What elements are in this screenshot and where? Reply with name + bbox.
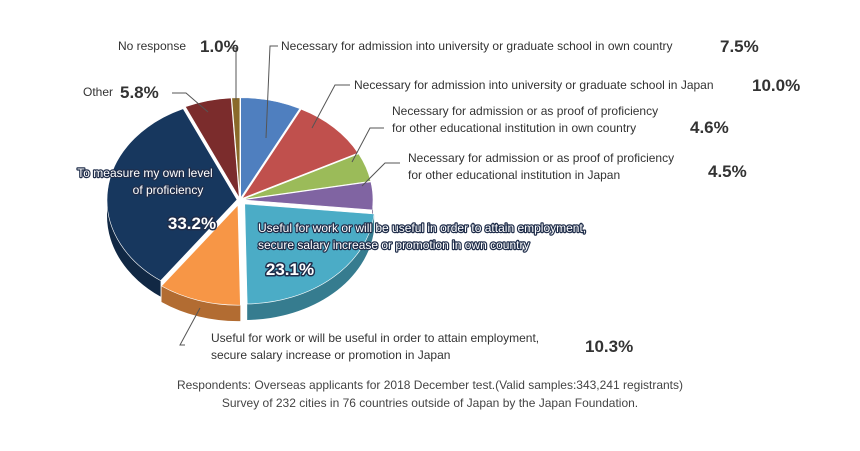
- slice-label-no-response: No response: [118, 39, 186, 53]
- slice-value-japan-employment: 10.3%: [585, 337, 633, 356]
- leader-lines: [172, 45, 400, 346]
- leader-line-japan-university: [311, 84, 350, 129]
- slice-value-other: 5.8%: [120, 83, 159, 102]
- slice-label-japan-employment-line2: secure salary increase or promotion in J…: [211, 348, 450, 362]
- pie-slice-necessary-for-admission-into-university-: [240, 97, 301, 199]
- slice-value-own-level: 33.2%: [168, 214, 216, 233]
- pie-slice-necessary-for-admission-or-as-proof-of-p: [242, 153, 372, 200]
- pie-slice-useful-for-work-or-will-be-useful-in-ord: [161, 204, 241, 306]
- footnote-survey: Survey of 232 cities in 76 countries out…: [221, 396, 639, 410]
- leader-line-japan-other-institution: [361, 162, 400, 187]
- leader-line-no-response: [230, 47, 237, 100]
- slice-value-no-response: 1.0%: [200, 37, 239, 56]
- slice-value-japan-other-institution: 4.5%: [708, 162, 747, 181]
- pie-slice-other: [184, 97, 240, 198]
- slice-label-japan-employment-line1: Useful for work or will be useful in ord…: [211, 331, 539, 345]
- slice-label-own-country-employment-line1: Useful for work or will be useful in ord…: [258, 221, 586, 235]
- slice-label-japan-other-institution-line1: Necessary for admission or as proof of p…: [408, 151, 674, 165]
- pie-slice-necessary-for-admission-or-as-proof-of-p: [242, 181, 374, 211]
- slice-value-own-country-other-institution: 4.6%: [690, 118, 729, 137]
- slice-value-own-country-employment: 23.1%: [266, 260, 314, 279]
- leader-line-japan-employment: [179, 307, 201, 346]
- slice-label-japan-university: Necessary for admission into university …: [354, 78, 714, 92]
- slice-label-own-level-line2: of proficiency: [133, 183, 204, 197]
- footnote-respondents: Respondents: Overseas applicants for 201…: [176, 378, 684, 392]
- pie-slice-useful-for-work-or-will-be-useful-in-ord: [244, 203, 375, 305]
- leader-line-own-country-other-institution: [351, 127, 384, 163]
- pie-side-useful-for-work-or-will-be-useful-in-ord: [161, 286, 241, 322]
- slice-value-own-country-university: 7.5%: [720, 37, 759, 56]
- slice-label-own-country-employment-line2: secure salary increase or promotion in o…: [258, 238, 529, 252]
- pie-side-useful-for-work-or-will-be-useful-in-ord: [247, 213, 375, 320]
- slice-value-japan-university: 10.0%: [752, 76, 800, 95]
- slice-label-own-country-university: Necessary for admission into university …: [281, 39, 673, 53]
- pie-slice-to-measure-my-own-level-of-proficiency: [106, 108, 238, 282]
- slice-label-own-country-other-institution-line1: Necessary for admission or as proof of p…: [392, 104, 658, 118]
- slice-label-own-country-other-institution-line2: for other educational institution in own…: [392, 121, 636, 135]
- slice-label-japan-other-institution-line2: for other educational institution in Jap…: [408, 168, 620, 182]
- leader-line-own-country-university: [265, 45, 278, 139]
- slice-label-own-level-line1: To measure my own level: [77, 166, 212, 180]
- slice-label-other: Other: [83, 85, 113, 99]
- leader-line-other: [172, 92, 209, 113]
